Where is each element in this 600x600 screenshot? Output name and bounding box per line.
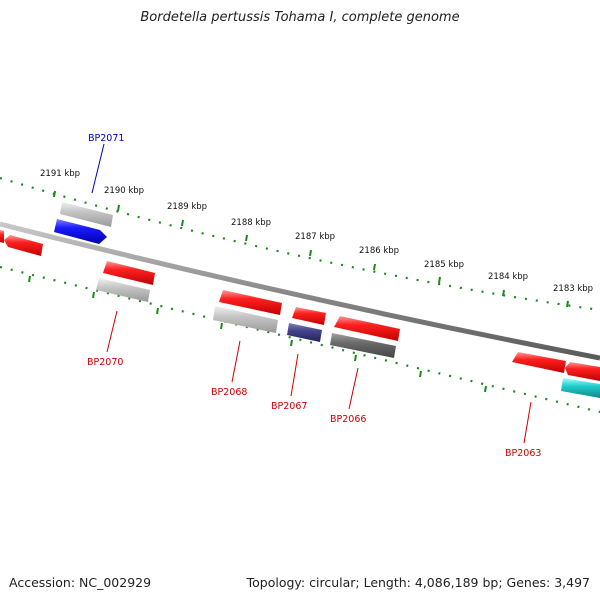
gene-feature-red-right[interactable] — [565, 362, 600, 381]
ruler-tick — [28, 275, 31, 283]
ruler-tick — [309, 249, 312, 257]
genome-summary-text: Topology: circular; Length: 4,086,189 bp… — [246, 575, 590, 590]
ruler-tick — [438, 276, 441, 284]
ruler-label: 2186 kbp — [359, 246, 399, 256]
reverse-strand-features — [0, 230, 600, 398]
ruler-label: 2187 kbp — [295, 232, 335, 242]
gene-feature-bp2070-top[interactable] — [103, 261, 155, 285]
ruler-label: 2189 kbp — [167, 202, 207, 212]
gene-feature-bp2068[interactable] — [213, 306, 278, 333]
ruler-tick — [290, 339, 293, 347]
ruler-tick — [484, 385, 487, 393]
leader-line-bp2067 — [290, 353, 299, 397]
gene-label-bp2066[interactable]: BP2066 — [330, 414, 366, 425]
ruler-label: 2183 kbp — [553, 284, 593, 294]
ruler-tick — [245, 234, 248, 242]
gene-feature-bp2068-top[interactable] — [219, 290, 282, 315]
gene-feature-bp2066[interactable] — [330, 333, 396, 358]
ruler-tick — [419, 370, 422, 378]
gene-feature-bp2067-top[interactable] — [292, 307, 326, 325]
ruler-tick — [566, 300, 569, 308]
gene-label-bp2071[interactable]: BP2071 — [88, 133, 124, 144]
ruler-tick — [354, 354, 357, 362]
ruler-track-inner — [0, 265, 600, 414]
ruler-label: 2190 kbp — [104, 186, 144, 196]
ruler-label: 2185 kbp — [424, 260, 464, 270]
ruler-tick — [156, 307, 159, 315]
ruler-tick — [53, 190, 56, 198]
gene-feature-bp2063-top[interactable] — [512, 352, 566, 373]
ruler-tick — [92, 291, 95, 299]
ruler-major-ticks — [53, 190, 569, 308]
forward-strand-features — [54, 202, 113, 244]
gene-feature-red[interactable] — [4, 235, 43, 256]
genome-backbone — [0, 221, 600, 361]
ruler-tick — [220, 322, 223, 330]
gene-feature-gray[interactable] — [60, 202, 113, 227]
leader-line-bp2063 — [523, 401, 532, 444]
gene-feature-bp2067[interactable] — [287, 323, 322, 342]
leader-line-bp2071 — [91, 143, 105, 194]
gene-feature-bp2066-top[interactable] — [334, 316, 400, 341]
ruler-track-outer — [0, 176, 600, 312]
leader-line-bp2070 — [106, 310, 118, 353]
gene-feature-bp2071[interactable] — [54, 219, 107, 244]
ruler-label: 2191 kbp — [40, 169, 80, 179]
gene-label-bp2068[interactable]: BP2068 — [211, 387, 247, 398]
ruler-tick — [117, 204, 120, 212]
ruler-tick — [502, 289, 505, 297]
genome-title: Bordetella pertussis Tohama I, complete … — [140, 10, 460, 25]
ruler-tick — [373, 263, 376, 271]
gene-feature-bp2070[interactable] — [96, 278, 150, 302]
ruler-tick — [181, 219, 184, 227]
gene-feature-left-edge[interactable] — [0, 230, 4, 243]
ruler-label: 2188 kbp — [231, 218, 271, 228]
accession-text: Accession: NC_002929 — [9, 575, 152, 590]
ruler-label: 2184 kbp — [488, 272, 528, 282]
gene-label-bp2067[interactable]: BP2067 — [271, 401, 307, 412]
gene-label-bp2063[interactable]: BP2063 — [505, 448, 541, 459]
gene-feature-cyan[interactable] — [561, 378, 600, 398]
ruler-inner-ticks — [28, 275, 487, 393]
leader-line-bp2066 — [348, 367, 359, 410]
leader-line-bp2068 — [231, 340, 241, 383]
gene-label-bp2070[interactable]: BP2070 — [87, 357, 123, 368]
